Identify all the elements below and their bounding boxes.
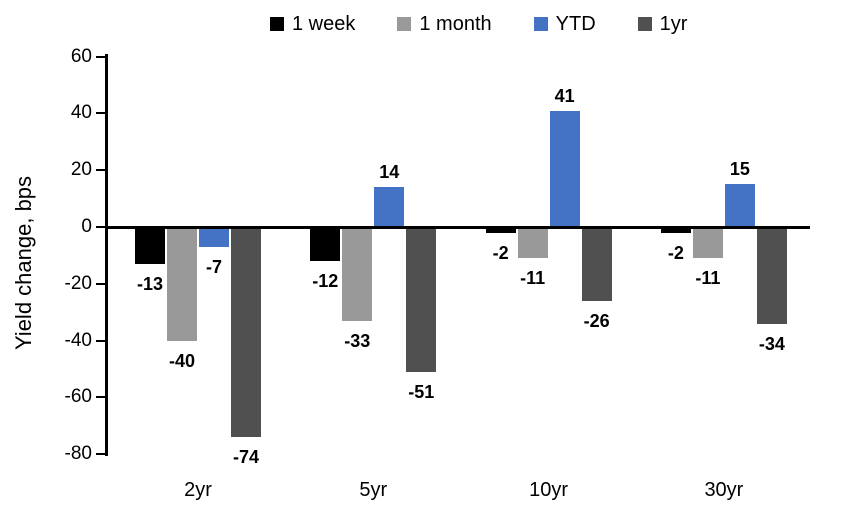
value-label-ytd-30yr: 15 bbox=[729, 159, 750, 180]
x-category-label-5yr: 5yr bbox=[359, 479, 388, 501]
legend-item-1-month: 1 month bbox=[397, 11, 492, 37]
y-tick-mark bbox=[96, 169, 108, 172]
value-label-1-week-5yr: -12 bbox=[312, 271, 339, 292]
legend-item-1yr: 1yr bbox=[637, 11, 688, 37]
y-tick-label: -80 bbox=[64, 443, 92, 465]
legend-label-1yr: 1yr bbox=[659, 13, 688, 35]
legend-swatch-1-month bbox=[397, 17, 412, 31]
y-tick-mark bbox=[96, 453, 108, 456]
y-tick-label: 0 bbox=[81, 216, 92, 237]
legend-label-ytd: YTD bbox=[555, 13, 596, 35]
value-label-1yr-10yr: -26 bbox=[583, 310, 610, 331]
value-label-1-month-30yr: -11 bbox=[695, 268, 721, 289]
legend-item-ytd: YTD bbox=[533, 11, 596, 37]
legend-item-1-week: 1 week bbox=[270, 11, 355, 37]
y-tick-mark bbox=[96, 112, 108, 115]
value-label-1yr-30yr: -34 bbox=[758, 333, 785, 354]
legend-label-1-week: 1 week bbox=[292, 13, 356, 35]
value-label-ytd-2yr: -7 bbox=[205, 256, 222, 277]
y-axis-line bbox=[105, 54, 108, 456]
bar-ytd-2yr bbox=[199, 227, 229, 247]
value-label-1-month-10yr: -11 bbox=[520, 268, 546, 289]
bar-1-month-10yr bbox=[517, 227, 548, 259]
bar-1yr-30yr bbox=[756, 227, 787, 324]
bar-ytd-30yr bbox=[724, 184, 755, 227]
y-tick-label: -20 bbox=[64, 272, 92, 294]
bar-1yr-2yr bbox=[231, 227, 261, 438]
value-label-ytd-10yr: 41 bbox=[554, 85, 575, 106]
y-tick-mark bbox=[96, 339, 108, 342]
y-tick-mark bbox=[96, 55, 108, 58]
bar-ytd-10yr bbox=[549, 110, 580, 227]
bar-ytd-5yr bbox=[374, 187, 405, 227]
bar-1-week-10yr bbox=[485, 227, 516, 233]
x-axis-zero-line bbox=[105, 225, 810, 229]
bar-1-week-2yr bbox=[135, 227, 165, 264]
bar-1-week-30yr bbox=[660, 227, 691, 233]
legend: 1 week 1 month YTD 1yr bbox=[270, 10, 687, 38]
x-category-label-2yr: 2yr bbox=[184, 479, 212, 501]
y-tick-label: 60 bbox=[70, 45, 92, 67]
y-tick-label: 20 bbox=[70, 159, 92, 181]
bar-1yr-5yr bbox=[406, 227, 437, 372]
bar-1-month-2yr bbox=[167, 227, 197, 341]
y-tick-mark bbox=[96, 282, 108, 285]
bar-1-month-5yr bbox=[342, 227, 373, 321]
value-label-1yr-2yr: -74 bbox=[232, 447, 259, 468]
y-tick-mark bbox=[96, 396, 108, 399]
value-label-ytd-5yr: 14 bbox=[379, 162, 400, 183]
legend-swatch-1yr bbox=[637, 17, 652, 31]
x-category-label-10yr: 10yr bbox=[529, 479, 569, 501]
value-label-1-week-30yr: -2 bbox=[667, 242, 684, 263]
value-label-1-week-10yr: -2 bbox=[492, 242, 509, 263]
y-tick-mark bbox=[96, 226, 108, 228]
y-tick-label: -60 bbox=[64, 386, 92, 408]
y-tick-label: 40 bbox=[70, 102, 92, 124]
bar-1yr-10yr bbox=[581, 227, 612, 301]
value-label-1-month-5yr: -33 bbox=[344, 330, 371, 351]
value-label-1-month-2yr: -40 bbox=[168, 350, 195, 371]
legend-label-1-month: 1 month bbox=[419, 13, 492, 35]
y-tick-label: -40 bbox=[64, 329, 92, 351]
value-label-1yr-5yr: -51 bbox=[408, 381, 435, 402]
x-category-label-30yr: 30yr bbox=[704, 479, 744, 501]
bar-1-week-5yr bbox=[310, 227, 341, 262]
value-label-1-week-2yr: -13 bbox=[136, 273, 163, 294]
legend-swatch-ytd bbox=[533, 17, 548, 31]
bar-1-month-30yr bbox=[692, 227, 723, 259]
legend-swatch-1-week bbox=[270, 17, 284, 31]
